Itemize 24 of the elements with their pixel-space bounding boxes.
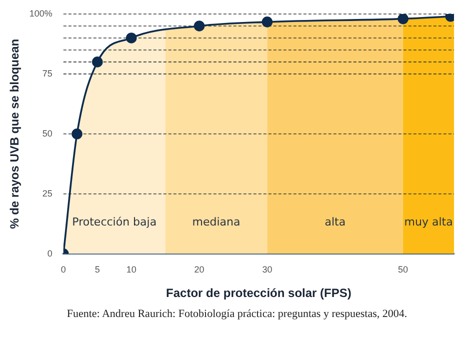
y-tick-label: 75 [42,68,52,78]
band-label: mediana [192,216,240,229]
x-tick-label: 10 [126,264,136,275]
y-tick-label: 0 [47,248,52,258]
x-tick-label: 0 [60,264,66,275]
point [92,56,103,68]
x-tick-label: 50 [398,264,408,275]
x-tick-label: 20 [194,264,204,275]
source-note: Fuente: Andreu Raurich: Fotobiología práctica: preguntas y respuestas, 2004. [66,308,408,320]
point [126,32,137,44]
x-tick-label: 30 [262,264,272,275]
y-tick-label: 100% [29,8,52,18]
y-tick-label: 50 [42,128,52,138]
point [398,14,408,24]
band-label: muy alta [404,216,453,229]
y-tick-label: 25 [42,188,52,198]
point [194,20,205,32]
band-label: alta [324,216,346,229]
y-axis-title: % de rayos UVB que se bloquean [8,38,22,229]
x-tick-label: 5 [94,264,100,275]
x-axis-title: Factor de protección solar (FPS) [166,286,352,300]
point [262,16,273,28]
point [72,128,82,140]
band-label: Protección baja [72,216,157,229]
